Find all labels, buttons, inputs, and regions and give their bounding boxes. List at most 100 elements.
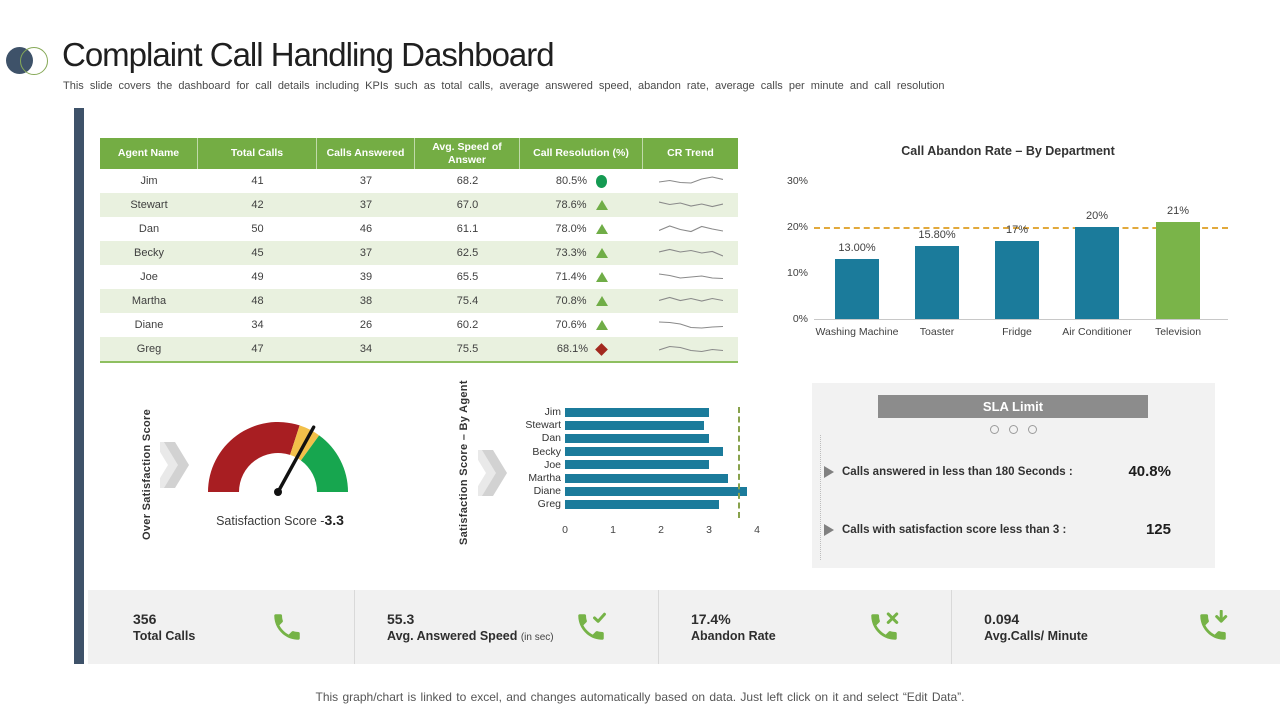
column-header-cr-trend: CR Trend: [667, 147, 714, 160]
status-triangle-icon: [595, 200, 608, 210]
cell-resolution: 78.6%: [520, 193, 643, 217]
status-triangle-icon: [595, 320, 608, 330]
cell-cr-trend: [643, 289, 738, 313]
resolution-value: 78.6%: [555, 199, 587, 211]
logo-circle-green: [20, 47, 48, 75]
bar-television[interactable]: [1156, 222, 1200, 319]
cell-agent: Jim: [140, 175, 158, 187]
bar-air-conditioner[interactable]: [1075, 227, 1119, 319]
gauge-segment: [300, 435, 348, 492]
table-row-stewart: Stewart 42 37 67.0 78.6%: [100, 193, 738, 217]
kpi-value: 55.3: [387, 611, 415, 627]
resolution-value: 73.3%: [555, 247, 587, 259]
cell-resolution: 68.1%: [520, 337, 643, 361]
agent-label-martha: Martha: [528, 472, 561, 484]
x-axis-tick: 1: [610, 524, 616, 536]
cell-resolution: 80.5%: [520, 169, 643, 193]
cell-total_calls: 47: [251, 343, 264, 355]
sparkline-icon: [658, 345, 723, 353]
accent-bar: [74, 108, 84, 664]
kpi-total-calls: 356 Total Calls: [88, 590, 355, 664]
sparkline-icon: [658, 225, 723, 233]
phone-icon: [274, 614, 300, 640]
agent-bar-becky[interactable]: [565, 447, 724, 457]
agent-bar-greg[interactable]: [565, 499, 719, 509]
agent-label-greg: Greg: [537, 498, 561, 511]
satisfaction-gauge[interactable]: [198, 408, 358, 508]
kpi-text: 17.4% Abandon Rate: [691, 611, 776, 643]
cell-total_calls: 50: [251, 223, 264, 235]
kpi-abandon-rate: 17.4% Abandon Rate: [659, 590, 953, 664]
cell-avg_speed: 67.0: [456, 199, 479, 211]
page-subtitle: This slide covers the dashboard for call…: [63, 80, 945, 92]
resolution-value: 78.0%: [555, 223, 587, 235]
kpi-label: Avg.Calls/ Minute: [984, 629, 1088, 643]
cell-calls_answered: 38: [359, 295, 373, 307]
table-row-diane: Diane 34 26 60.2 70.6%: [100, 313, 738, 337]
sla-row-label: Calls with satisfaction score less than …: [842, 523, 1067, 536]
bar-fridge[interactable]: [995, 241, 1039, 319]
abandon-rate-chart[interactable]: Call Abandon Rate – By Department 0% 10% 2…: [780, 140, 1236, 352]
agent-bar-diane[interactable]: [565, 486, 748, 496]
cell-agent: Dan: [138, 223, 160, 235]
x-axis-tick: 3: [706, 524, 712, 536]
gauge-side-label: Over Satisfaction Score: [141, 408, 153, 540]
triangle-bullet-icon: [824, 465, 834, 478]
satisfaction-by-agent-chart[interactable]: Jim Stewart Dan Becky Joe Martha Diane Greg 0 1 2 3…: [515, 405, 783, 543]
cell-avg_speed: 65.5: [456, 271, 479, 283]
agent-kpi-table[interactable]: Agent Name Total Calls Calls Answered Avg. …: [100, 138, 738, 363]
chevron-right-icon: [160, 442, 189, 488]
agent-bar-dan[interactable]: [565, 433, 709, 443]
cell-resolution: 78.0%: [520, 217, 643, 241]
cell-cr-trend: [643, 265, 738, 289]
agent-label-joe: Joe: [544, 458, 561, 471]
agent-bar-jim[interactable]: [565, 407, 709, 417]
cell-agent: Stewart: [130, 199, 168, 211]
dot-icon: [1028, 425, 1037, 434]
table-body: Jim 41 37 68.2 80.5% Stewart 42 37 67.0 78.6% Dan 5…: [100, 169, 738, 361]
x-axis-line: [814, 319, 1228, 320]
agent-bar-stewart[interactable]: [565, 420, 705, 430]
bar-toaster[interactable]: [915, 246, 959, 319]
cell-cr-trend: [643, 169, 738, 193]
bar-washing-machine[interactable]: [835, 259, 879, 319]
status-triangle-icon: [595, 248, 608, 258]
bar-value-label: 20%: [1085, 210, 1109, 222]
phone-down-icon: [1200, 610, 1228, 640]
cell-cr-trend: [643, 337, 738, 361]
y-axis-tick: 30%: [786, 175, 808, 187]
cell-cr-trend: [643, 193, 738, 217]
cell-agent: Joe: [140, 271, 158, 283]
kpi-value: 0.094: [984, 611, 1020, 627]
resolution-value: 70.8%: [555, 295, 587, 307]
cell-avg_speed: 75.5: [456, 343, 479, 355]
table-row-greg: Greg 47 34 75.5 68.1%: [100, 337, 738, 361]
sla-row-label: Calls answered in less than 180 Seconds …: [842, 465, 1073, 478]
dot-icon: [990, 425, 999, 434]
column-header-call-resolution: Call Resolution (%): [520, 138, 643, 169]
page-title: Complaint Call Handling Dashboard: [62, 36, 555, 73]
target-dashed-line: [814, 227, 1228, 229]
agent-bar-joe[interactable]: [565, 460, 709, 470]
gauge-value: 3.3: [324, 512, 344, 528]
target-dashed-line: [737, 407, 740, 518]
sparkline-icon: [658, 176, 723, 184]
bar-value-label: 21%: [1166, 205, 1190, 217]
cell-calls_answered: 37: [359, 199, 373, 211]
agent-label-dan: Dan: [541, 432, 561, 445]
agent-chart-side-label: Satisfaction Score – By Agent: [458, 380, 470, 545]
status-circle-icon: [596, 174, 608, 188]
x-axis-label: Washing Machine: [815, 326, 899, 338]
x-axis-label: Toaster: [919, 326, 955, 338]
agent-bar-martha[interactable]: [565, 473, 729, 483]
x-axis-label: Television: [1154, 326, 1202, 338]
kpi-text: 0.094 Avg.Calls/ Minute: [984, 611, 1088, 643]
column-header-calls-answered: Calls Answered: [317, 138, 415, 169]
sparkline-icon: [658, 248, 723, 257]
kpi-value: 356: [133, 611, 157, 627]
kpi-strip: 356 Total Calls 55.3 Avg. Answered Speed (…: [88, 590, 1280, 664]
sparkline-icon: [658, 321, 723, 329]
bar-value-label: 17%: [1005, 224, 1029, 236]
phone-x-icon: [871, 612, 899, 640]
